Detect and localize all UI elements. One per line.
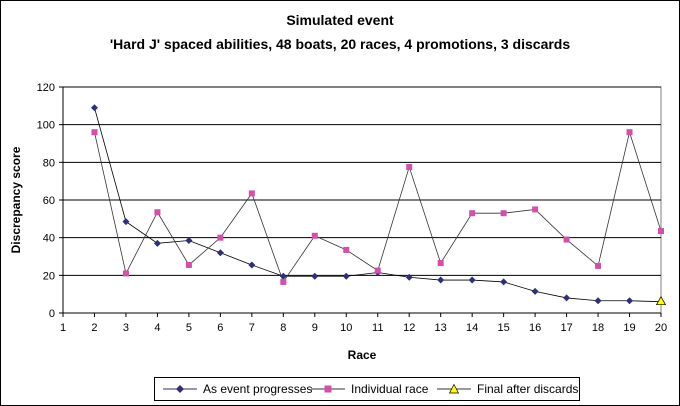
legend-label: Final after discards — [477, 382, 579, 396]
marker-individual-race-4 — [154, 209, 161, 216]
marker-as-event-progresses-4 — [153, 239, 161, 247]
marker-as-event-progresses-19 — [626, 297, 634, 305]
x-tick-label-12: 12 — [403, 322, 415, 334]
marker-as-event-progresses-17 — [563, 294, 571, 302]
y-axis-label: Discrepancy score — [9, 146, 23, 253]
x-tick-label-13: 13 — [435, 322, 447, 334]
marker-final-after-discards-20 — [655, 295, 667, 306]
marker-individual-race-12 — [406, 164, 413, 171]
marker-as-event-progresses-7 — [248, 261, 256, 269]
legend-swatch-triangle — [437, 383, 471, 394]
x-tick-label-2: 2 — [91, 322, 97, 334]
legend: As event progresses Individual race Fina… — [154, 377, 580, 401]
marker-as-event-progresses-5 — [185, 236, 193, 244]
axes — [62, 87, 661, 314]
marker-individual-race-9 — [311, 232, 318, 239]
marker-as-event-progresses-6 — [216, 249, 224, 257]
y-tick-label-0: 0 — [49, 308, 55, 320]
marker-individual-race-8 — [280, 278, 287, 285]
marker-individual-race-16 — [532, 206, 539, 213]
x-tick-label-6: 6 — [217, 322, 223, 334]
y-tick-labels: 0 20 40 60 80 100 120 — [37, 82, 55, 320]
marker-as-event-progresses-13 — [437, 276, 445, 284]
x-tick-label-14: 14 — [466, 322, 478, 334]
marker-as-event-progresses-18 — [594, 297, 602, 305]
marker-as-event-progresses-16 — [531, 287, 539, 295]
marker-as-event-progresses-2 — [90, 104, 98, 112]
marker-individual-race-13 — [437, 260, 444, 267]
chart-subtitle: 'Hard J' spaced abilities, 48 boats, 20 … — [109, 36, 571, 52]
legend-item-final-after-discards: Final after discards — [437, 378, 578, 400]
x-tick-label-11: 11 — [372, 322, 383, 334]
x-tick-label-9: 9 — [312, 322, 318, 334]
marker-as-event-progresses-10 — [342, 272, 350, 280]
x-tick-label-17: 17 — [560, 322, 572, 334]
x-tick-label-10: 10 — [340, 322, 352, 334]
legend-label: As event progresses — [203, 382, 313, 396]
marker-individual-race-6 — [217, 234, 224, 241]
x-tick-labels: 1 2 3 4 5 6 7 8 9 10 11 12 13 14 15 16 17 18 19 20 — [60, 313, 667, 334]
x-tick-label-15: 15 — [498, 322, 510, 334]
y-tick-label-100: 100 — [37, 120, 55, 132]
y-tick-label-120: 120 — [37, 82, 55, 94]
x-tick-label-5: 5 — [186, 322, 192, 334]
legend-swatch-square — [311, 385, 345, 393]
marker-individual-race-20 — [658, 228, 664, 235]
x-tick-label-18: 18 — [592, 322, 604, 334]
marker-as-event-progresses-9 — [311, 272, 319, 280]
legend-item-as-event-progresses: As event progresses — [163, 378, 312, 400]
marker-individual-race-17 — [563, 236, 570, 243]
x-tick-label-20: 20 — [655, 322, 667, 334]
marker-as-event-progresses-3 — [122, 218, 130, 226]
x-tick-label-1: 1 — [60, 322, 66, 334]
x-axis-label: Race — [348, 348, 377, 362]
y-tick-label-60: 60 — [43, 195, 55, 207]
x-tick-label-7: 7 — [249, 322, 255, 334]
x-tick-label-16: 16 — [529, 322, 541, 334]
series-markers — [90, 104, 667, 306]
marker-as-event-progresses-8 — [279, 272, 287, 280]
y-tick-label-80: 80 — [43, 157, 55, 169]
marker-individual-race-10 — [343, 246, 350, 253]
x-tick-label-8: 8 — [280, 322, 286, 334]
marker-individual-race-5 — [185, 261, 192, 268]
grid-lines — [59, 86, 661, 314]
y-tick-label-20: 20 — [43, 270, 55, 282]
legend-label: Individual race — [351, 382, 429, 396]
x-tick-label-19: 19 — [623, 322, 635, 334]
marker-individual-race-19 — [626, 129, 633, 136]
marker-as-event-progresses-12 — [405, 273, 413, 281]
y-tick-label-40: 40 — [43, 233, 55, 245]
marker-individual-race-15 — [500, 210, 507, 217]
marker-individual-race-2 — [91, 129, 98, 136]
marker-individual-race-14 — [469, 210, 476, 217]
legend-item-individual-race: Individual race — [311, 378, 428, 400]
legend-swatch-diamond — [163, 385, 197, 393]
chart-title: Simulated event — [286, 12, 394, 28]
marker-individual-race-7 — [248, 190, 255, 197]
marker-individual-race-18 — [595, 262, 602, 269]
marker-as-event-progresses-14 — [468, 276, 476, 284]
x-tick-label-4: 4 — [154, 322, 160, 334]
marker-as-event-progresses-15 — [500, 278, 508, 286]
marker-individual-race-3 — [122, 270, 129, 277]
x-tick-label-3: 3 — [123, 322, 129, 334]
marker-individual-race-11 — [374, 267, 381, 274]
